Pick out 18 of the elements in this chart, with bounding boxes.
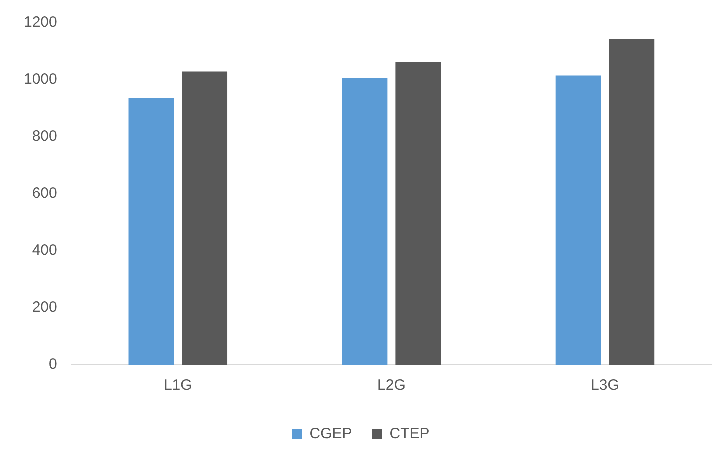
bar [342, 78, 388, 365]
x-tick-label: L2G [378, 377, 406, 394]
bar [182, 72, 228, 365]
bar [556, 76, 602, 365]
y-tick-label: 600 [32, 185, 58, 202]
legend-label: CGEP [310, 426, 352, 443]
y-tick-label: 0 [49, 356, 58, 374]
bar [609, 39, 655, 365]
y-tick-label: 400 [32, 242, 58, 260]
y-tick-label: 200 [32, 299, 58, 316]
legend-label: CTEP [390, 426, 430, 443]
bar [396, 62, 442, 365]
x-tick-label: L1G [164, 377, 192, 394]
y-tick-label: 1000 [24, 71, 58, 88]
y-tick-label: 1200 [24, 14, 58, 32]
bar [128, 98, 174, 365]
y-tick-label: 800 [32, 128, 58, 146]
x-tick-label: L3G [591, 377, 620, 394]
